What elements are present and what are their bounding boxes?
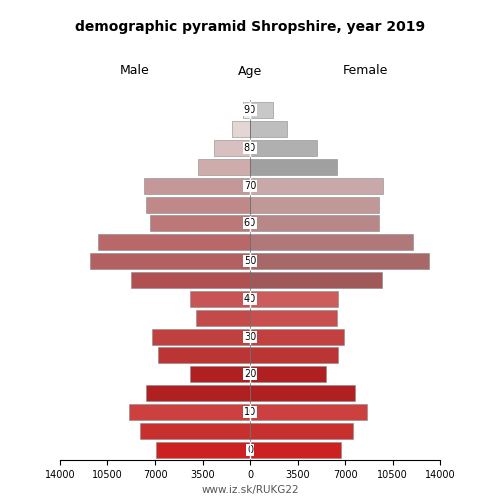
Bar	[150, 216, 250, 232]
Bar	[98, 234, 250, 250]
Bar	[250, 310, 337, 326]
Bar	[250, 442, 341, 458]
Text: 50: 50	[244, 256, 256, 266]
Text: 20: 20	[244, 369, 256, 379]
Bar	[250, 140, 316, 156]
Text: Age: Age	[238, 64, 262, 78]
Text: 70: 70	[244, 181, 256, 191]
Bar	[250, 216, 379, 232]
Bar	[152, 328, 250, 344]
Bar	[250, 366, 326, 382]
Bar	[250, 102, 273, 118]
Bar	[250, 328, 344, 344]
Bar	[250, 385, 354, 401]
Bar	[129, 404, 250, 420]
Bar	[250, 121, 288, 137]
Bar	[250, 291, 338, 307]
Text: 40: 40	[244, 294, 256, 304]
Text: 60: 60	[244, 218, 256, 228]
Bar	[250, 404, 366, 420]
Bar	[250, 178, 383, 194]
Bar	[158, 348, 250, 364]
Bar	[250, 272, 382, 288]
Bar	[144, 178, 250, 194]
Text: www.iz.sk/RUKG22: www.iz.sk/RUKG22	[201, 485, 299, 495]
Bar	[214, 140, 250, 156]
Bar	[146, 196, 250, 212]
Bar	[250, 234, 413, 250]
Bar	[250, 253, 429, 269]
Bar	[140, 423, 250, 439]
Text: 0: 0	[247, 444, 253, 454]
Text: 30: 30	[244, 332, 256, 342]
Bar	[190, 366, 250, 382]
Bar	[250, 196, 379, 212]
Bar	[196, 310, 250, 326]
Bar	[198, 159, 250, 175]
Text: 80: 80	[244, 143, 256, 153]
Bar	[146, 385, 250, 401]
Bar	[242, 102, 250, 118]
Bar	[90, 253, 250, 269]
Text: 90: 90	[244, 106, 256, 116]
Bar	[130, 272, 250, 288]
Text: Female: Female	[342, 64, 388, 78]
Text: demographic pyramid Shropshire, year 2019: demographic pyramid Shropshire, year 201…	[75, 20, 425, 34]
Text: Male: Male	[120, 64, 150, 78]
Bar	[250, 423, 353, 439]
Bar	[156, 442, 250, 458]
Bar	[190, 291, 250, 307]
Bar	[250, 348, 338, 364]
Bar	[250, 159, 337, 175]
Text: 10: 10	[244, 407, 256, 417]
Bar	[232, 121, 250, 137]
